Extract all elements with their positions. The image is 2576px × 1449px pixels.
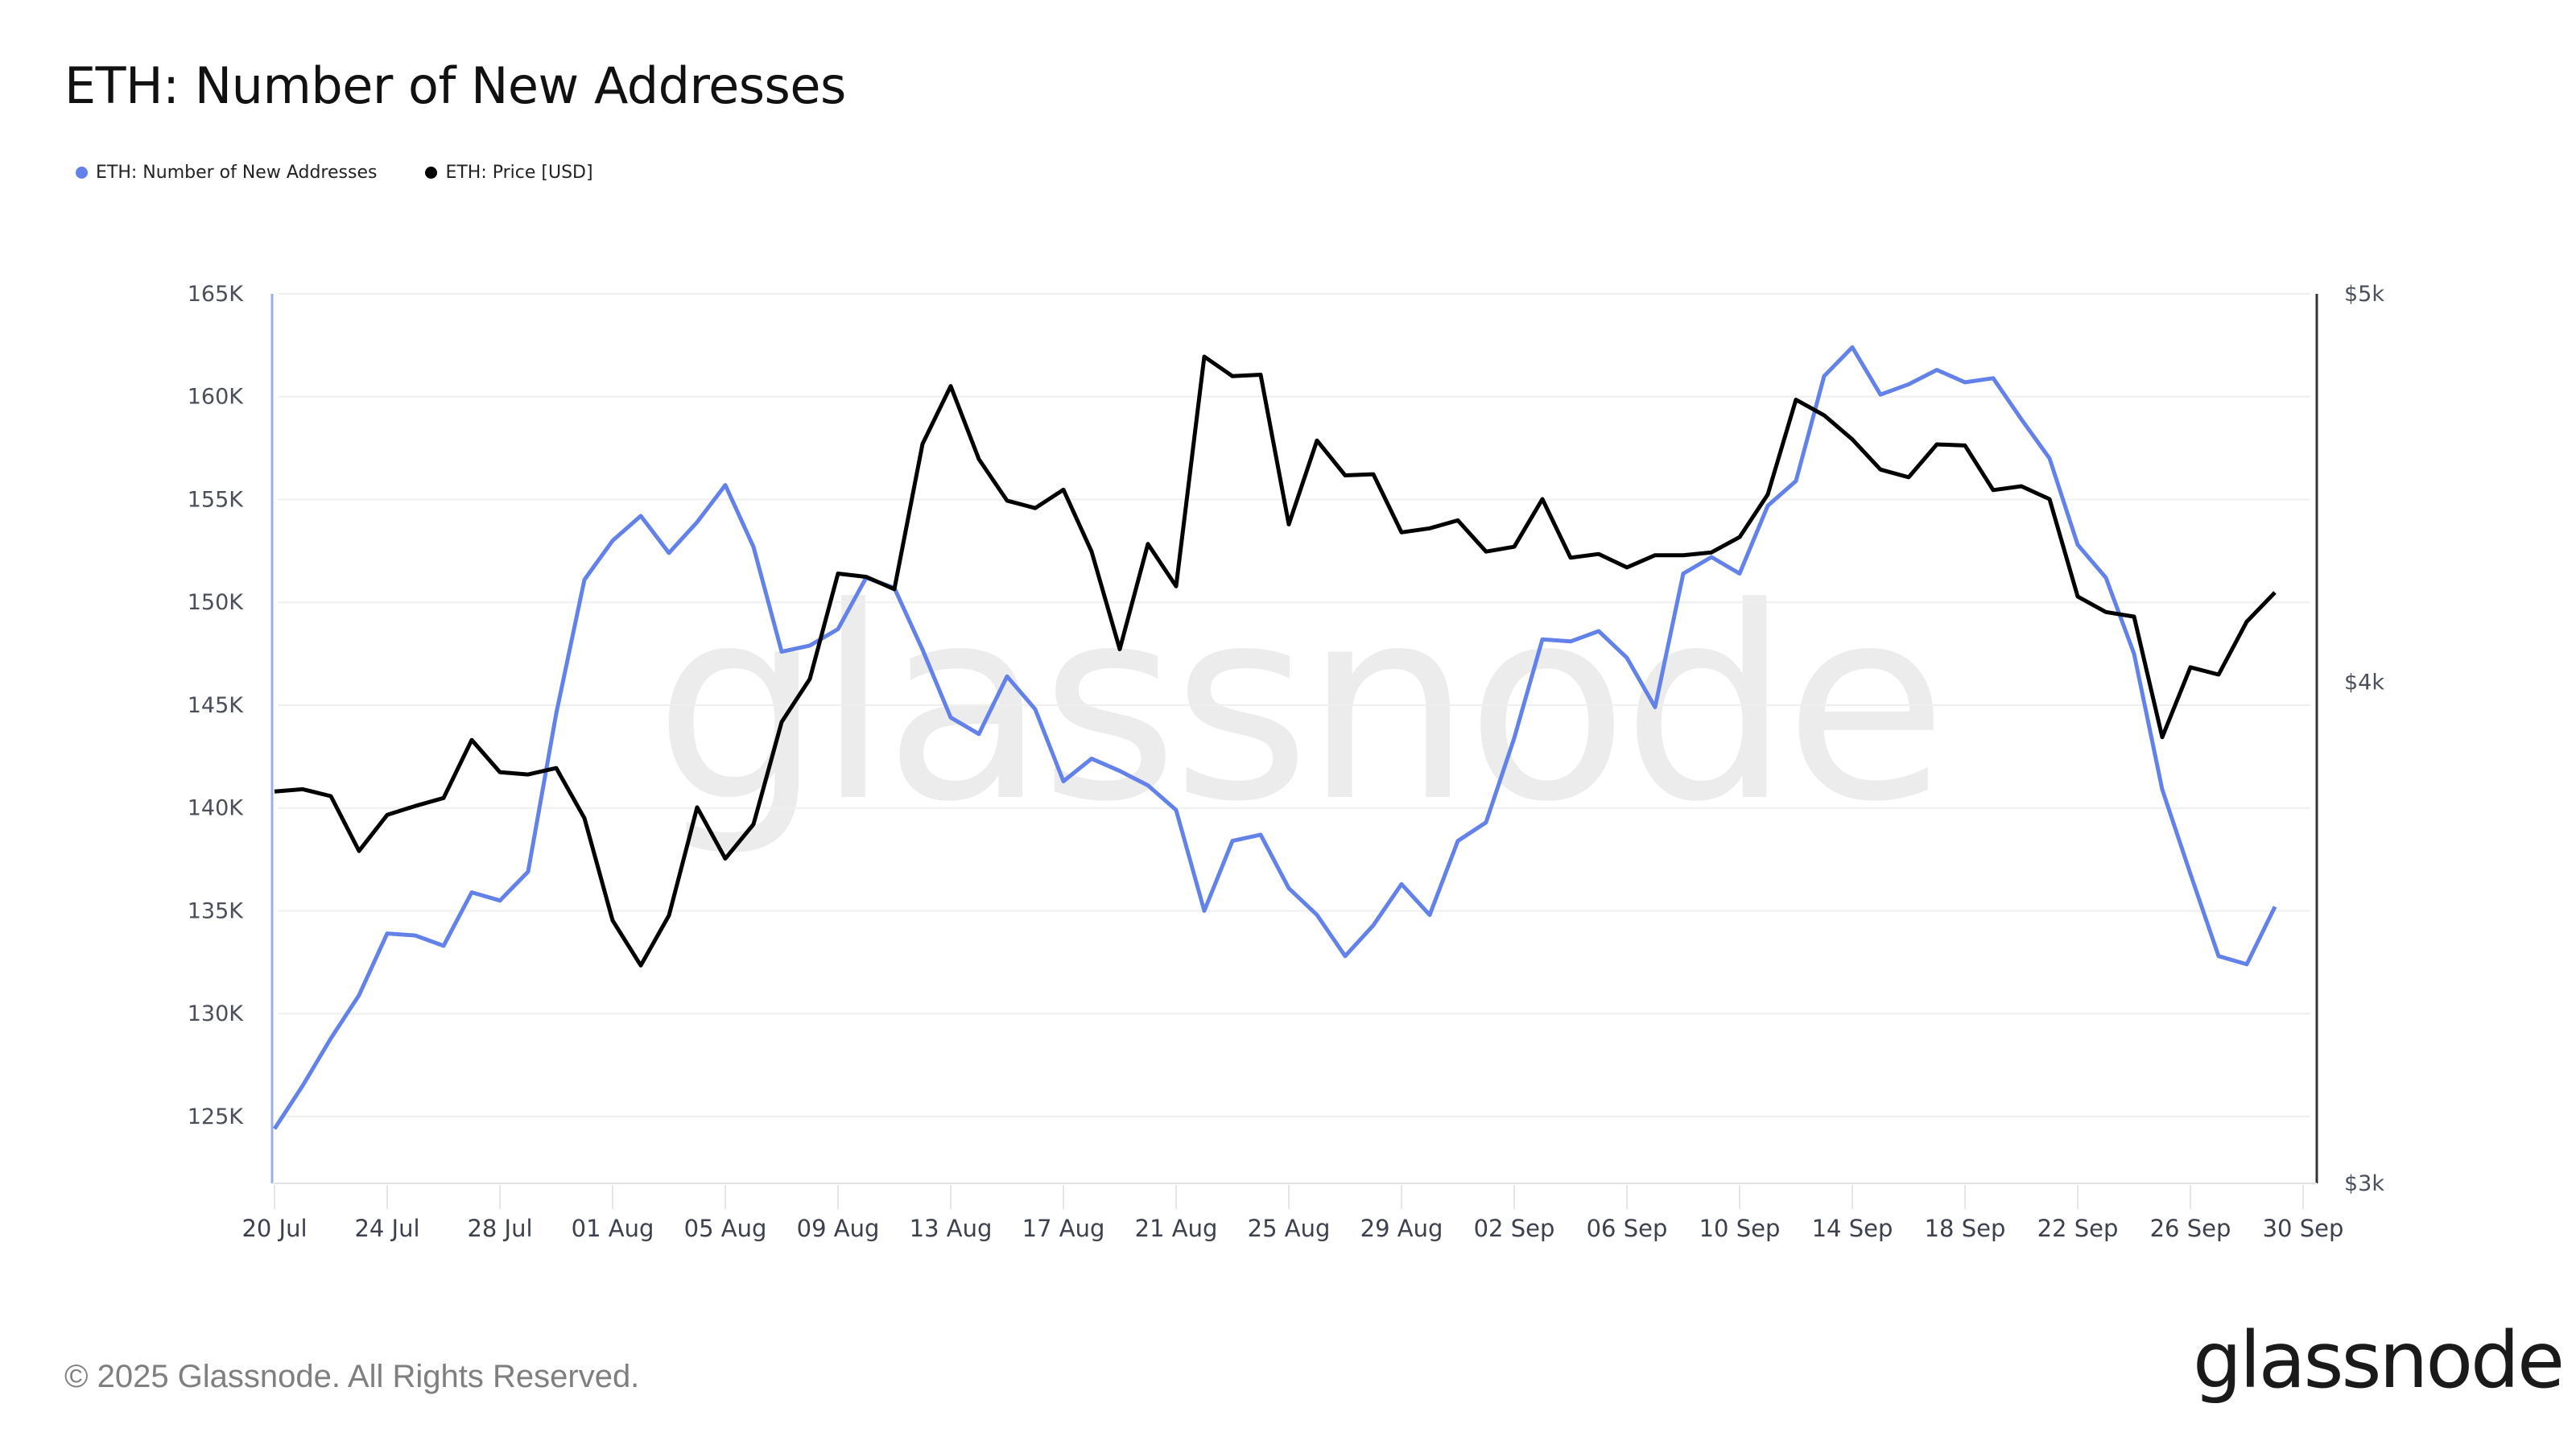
series-price-line[interactable] (274, 354, 2277, 968)
left-axis-tick-label: 130K (188, 1001, 245, 1026)
x-axis-tick-label: 13 Aug (910, 1215, 993, 1242)
left-axis-labels: 125K 130K 135K 140K 145K 150K 155K 160K 165K (188, 282, 245, 1129)
series-new-addresses-line[interactable] (272, 345, 2277, 1130)
x-axis-tick-label: 25 Aug (1248, 1215, 1331, 1242)
left-axis-tick-label: 145K (188, 693, 245, 718)
copyright-footer: © 2025 Glassnode. All Rights Reserved. (64, 1359, 640, 1394)
x-axis-tick-label: 10 Sep (1699, 1215, 1781, 1242)
left-axis-tick-label: 135K (188, 898, 245, 923)
x-axis-tick-label: 20 Jul (242, 1215, 307, 1242)
x-axis-tick-label: 30 Sep (2263, 1215, 2344, 1242)
x-axis-tick-label: 26 Sep (2150, 1215, 2231, 1242)
right-axis-tick-label: $4k (2344, 671, 2384, 696)
left-axis-tick-label: 125K (188, 1104, 245, 1129)
legend-label-price: ETH: Price [USD] (445, 163, 593, 183)
left-axis-tick-label: 155K (188, 487, 245, 512)
left-axis-tick-label: 165K (188, 282, 245, 307)
x-axis-tick-label: 14 Sep (1812, 1215, 1893, 1242)
x-axis-tick-label: 05 Aug (684, 1215, 767, 1242)
legend-dot-blue-icon (76, 167, 88, 179)
x-axis-tick-label: 24 Jul (354, 1215, 419, 1242)
glassnode-logo: glassnode (2193, 1315, 2565, 1406)
x-axis-tick-label: 01 Aug (572, 1215, 654, 1242)
left-axis-tick-label: 160K (188, 385, 245, 410)
gridlines (278, 293, 2310, 1117)
right-axis-labels: $3k $4k $5k (2344, 282, 2384, 1196)
right-axis-tick-label: $5k (2344, 282, 2384, 307)
x-axis-tick-label: 09 Aug (797, 1215, 880, 1242)
x-axis-tick-label: 28 Jul (467, 1215, 532, 1242)
x-axis-tick-label: 02 Sep (1474, 1215, 1555, 1242)
x-axis-tick-label: 06 Sep (1587, 1215, 1668, 1242)
x-axis-labels: 20 Jul 24 Jul 28 Jul 01 Aug 05 Aug 09 Aug 13 A… (242, 1215, 2343, 1242)
x-axis-tick-label: 17 Aug (1022, 1215, 1105, 1242)
legend-item-price[interactable]: ETH: Price [USD] (425, 163, 593, 183)
left-axis-tick-label: 140K (188, 796, 245, 821)
left-axis-tick-label: 150K (188, 590, 245, 615)
legend-item-new-addresses[interactable]: ETH: Number of New Addresses (76, 163, 377, 183)
right-axis-tick-label: $3k (2344, 1171, 2384, 1196)
x-axis-tick-label: 21 Aug (1135, 1215, 1218, 1242)
chart-title: ETH: Number of New Addresses (64, 56, 846, 115)
x-axis-tick-label: 22 Sep (2037, 1215, 2119, 1242)
x-axis-tick-label: 29 Aug (1360, 1215, 1443, 1242)
legend-dot-black-icon (425, 167, 438, 179)
x-tick-marks (274, 1185, 2304, 1209)
x-axis-tick-label: 18 Sep (1925, 1215, 2006, 1242)
chart-legend: ETH: Number of New Addresses ETH: Price … (76, 163, 593, 183)
legend-label-new-addresses: ETH: Number of New Addresses (96, 163, 378, 183)
